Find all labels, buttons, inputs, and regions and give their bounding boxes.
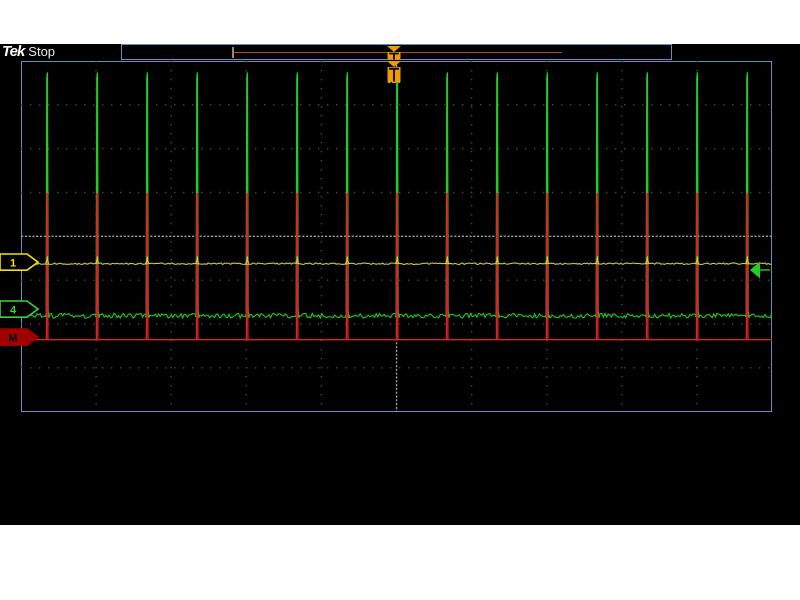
svg-text:M: M [8, 333, 17, 345]
svg-text:4: 4 [10, 304, 17, 316]
svg-text:1: 1 [10, 258, 16, 270]
